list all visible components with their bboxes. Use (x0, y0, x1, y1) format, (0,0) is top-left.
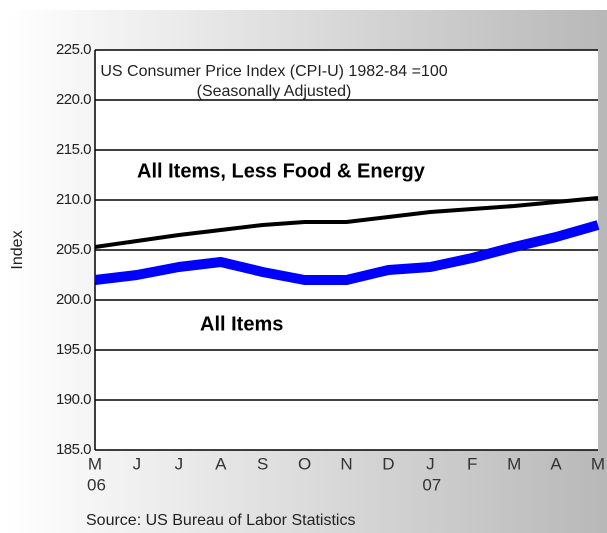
year-label: 06 (87, 475, 106, 494)
y-tick-label: 205.0 (56, 241, 91, 258)
series-line (94, 220, 600, 285)
x-tick-label: J (426, 454, 435, 473)
series-line (94, 196, 599, 249)
x-tick-label: A (550, 454, 562, 473)
x-tick-label: D (382, 454, 394, 473)
series-label: All Items, Less Food & Energy (137, 160, 426, 182)
y-tick-label: 225.0 (56, 41, 91, 58)
x-tick-label: N (340, 454, 352, 473)
x-tick-label: S (257, 454, 268, 473)
source: Source: US Bureau of Labor Statistics (86, 512, 355, 529)
x-tick-label: M (591, 454, 605, 473)
x-tick-label: M (507, 454, 521, 473)
chart-subtitle: (Seasonally Adjusted) (197, 83, 352, 100)
title-box (104, 60, 444, 102)
x-tick-label: M (88, 454, 102, 473)
y-tick-label: 210.0 (56, 191, 91, 208)
y-tick-label: 185.0 (56, 441, 91, 458)
year-label: 07 (422, 475, 441, 494)
x-tick-label: O (298, 454, 311, 473)
y-axis-label: Index (9, 230, 26, 269)
y-tick-label: 190.0 (56, 391, 91, 408)
x-tick-label: A (215, 454, 227, 473)
x-tick-label: F (467, 454, 477, 473)
x-tick-label: J (175, 454, 184, 473)
y-tick-label: 220.0 (56, 91, 91, 108)
x-tick-label: J (133, 454, 142, 473)
y-tick-label: 195.0 (56, 341, 91, 358)
y-tick-label: 215.0 (56, 141, 91, 158)
y-tick-label: 200.0 (56, 291, 91, 308)
chart-title: US Consumer Price Index (CPI-U) 1982-84 … (100, 63, 447, 80)
series-label: All Items (200, 313, 283, 335)
